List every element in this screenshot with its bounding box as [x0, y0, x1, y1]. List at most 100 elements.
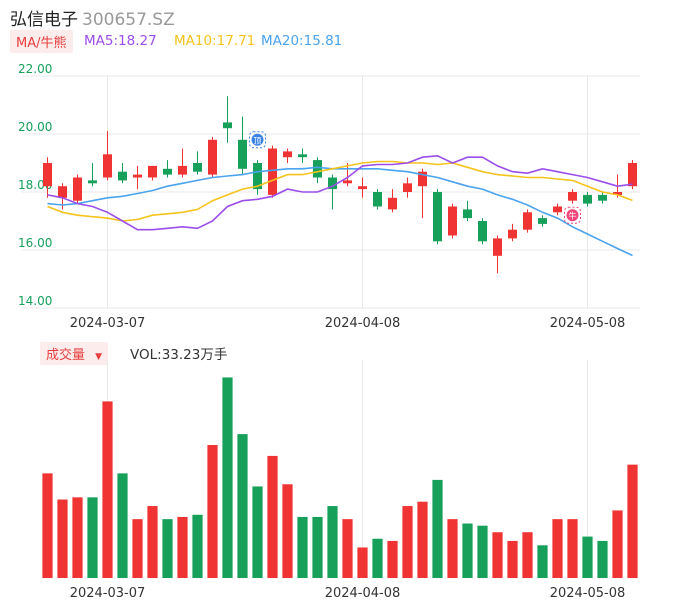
candle-body [373, 192, 382, 207]
stock-code: 300657.SZ [82, 10, 175, 30]
x-tick-label: 2024-03-07 [70, 586, 146, 601]
volume-bar [522, 532, 533, 578]
candle-body [493, 238, 502, 256]
candle-body [118, 171, 127, 181]
candle-body [598, 194, 607, 201]
volume-bar [612, 510, 623, 578]
candle-body [88, 180, 97, 184]
bull-signal-badge-frame [564, 206, 581, 224]
ma10-line [47, 160, 633, 222]
bull-signal-badge-dot [566, 209, 579, 222]
volume-bar [297, 516, 308, 578]
volume-bar [102, 401, 113, 578]
volume-bar [387, 540, 398, 578]
bull-signal-badge-text: 牛 [569, 211, 577, 221]
candle-body [463, 209, 472, 219]
ma20-line [47, 166, 633, 257]
candle-body [238, 139, 247, 169]
candle-body [253, 163, 262, 190]
candle-body [283, 151, 292, 158]
caret-down-icon: ▼ [95, 352, 103, 362]
top-signal-badge-text: 顶 [254, 136, 262, 145]
candle-body [343, 180, 352, 184]
ma-indicator-tab[interactable]: MA/牛熊 [10, 30, 73, 53]
volume-bar [267, 455, 278, 578]
candle-body [43, 163, 52, 187]
volume-bar [282, 484, 293, 578]
candle-body [73, 177, 82, 201]
volume-bar [492, 532, 503, 578]
volume-bar [57, 499, 68, 578]
y-tick-label: 20.00 [18, 120, 52, 134]
volume-bar [372, 538, 383, 578]
volume-bar [192, 514, 203, 578]
ma5-legend: MA5:18.27 [84, 33, 157, 49]
volume-bar [207, 445, 218, 578]
candle-body [148, 165, 157, 178]
volume-bar [417, 501, 428, 578]
candle-body [583, 194, 592, 204]
candle-body [388, 197, 397, 210]
volume-bar [597, 540, 608, 578]
candle-body [163, 168, 172, 175]
candle-body [628, 163, 637, 187]
y-tick-label: 22.00 [18, 62, 52, 76]
stock-name: 弘信电子 [10, 10, 78, 30]
volume-bar [432, 479, 443, 578]
volume-bar [312, 516, 323, 578]
volume-bar [342, 519, 353, 578]
candle-body [313, 160, 322, 178]
volume-bar [477, 525, 488, 578]
volume-indicator-dropdown[interactable]: 成交量 ▼ [40, 342, 109, 365]
candle-body [208, 139, 217, 175]
volume-bar [147, 506, 158, 578]
candle-body [568, 192, 577, 201]
candle-body [553, 206, 562, 213]
volume-bar [627, 464, 638, 578]
volume-bar [42, 473, 53, 578]
candle-body [223, 122, 232, 129]
candle-body [448, 206, 457, 236]
y-tick-label: 16.00 [18, 236, 52, 250]
candle-body [358, 186, 367, 190]
candle-body [478, 221, 487, 242]
candle-body [418, 171, 427, 187]
volume-bar [507, 540, 518, 578]
volume-bar [582, 536, 593, 578]
candle-body [193, 163, 202, 172]
volume-bar [72, 497, 83, 578]
candle-body [178, 165, 187, 175]
candle-body [328, 177, 337, 190]
candle-body [433, 192, 442, 242]
volume-bar [552, 519, 563, 578]
volume-bar [132, 519, 143, 578]
stock-title: 弘信电子 300657.SZ [10, 5, 175, 30]
candle-body [268, 148, 277, 195]
volume-bar [87, 497, 98, 578]
candle-body [103, 154, 112, 178]
ma5-line [47, 154, 633, 231]
volume-bar [462, 523, 473, 578]
volume-bar [237, 434, 248, 578]
volume-bar [402, 506, 413, 578]
volume-bar [222, 377, 233, 578]
y-tick-label: 14.00 [18, 294, 52, 308]
volume-bar [537, 545, 548, 578]
volume-bar [162, 519, 173, 578]
x-tick-label: 2024-04-08 [325, 586, 401, 601]
volume-bar [447, 519, 458, 578]
candle-body [613, 192, 622, 195]
volume-bar [252, 486, 263, 578]
x-tick-label: 2024-03-07 [70, 316, 146, 331]
top-signal-badge-dot [251, 133, 264, 146]
candle-body [58, 186, 67, 198]
volume-value: VOL:33.23万手 [130, 347, 228, 363]
candle-body [523, 212, 532, 230]
ma10-legend: MA10:17.71 [174, 33, 256, 49]
candle-body [538, 218, 547, 224]
volume-bar [177, 516, 188, 578]
x-tick-label: 2024-04-08 [325, 316, 401, 331]
candle-body [403, 183, 412, 192]
candle-body [133, 174, 142, 178]
